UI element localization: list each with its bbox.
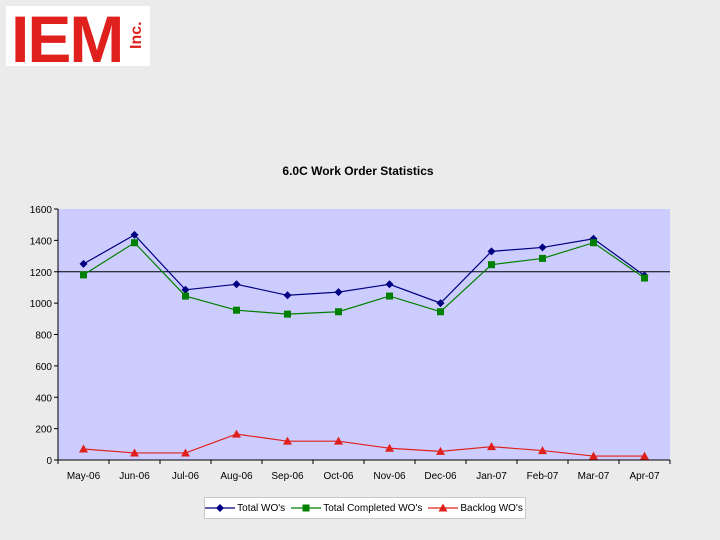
- y-tick-label: 1000: [30, 299, 53, 310]
- data-point-triangle: [79, 444, 88, 453]
- series-line-2: [83, 433, 645, 457]
- data-point-triangle: [232, 429, 241, 438]
- legend-swatch: [205, 504, 236, 512]
- legend-item: Backlog WO's: [428, 502, 523, 514]
- data-point-triangle: [538, 446, 547, 455]
- logo-main-text: IEM: [11, 2, 124, 76]
- x-tick-label: May-06: [67, 471, 101, 482]
- data-point-diamond: [130, 230, 139, 239]
- data-point-square: [386, 292, 393, 300]
- data-point-square: [131, 239, 138, 247]
- data-point-triangle: [181, 448, 190, 457]
- data-point-diamond: [283, 291, 292, 300]
- y-tick-label: 400: [35, 393, 52, 404]
- x-tick-label: Nov-06: [373, 471, 406, 482]
- data-point-diamond: [232, 280, 241, 289]
- data-point-triangle: [436, 446, 445, 455]
- data-point-square: [284, 310, 291, 318]
- data-point-square: [488, 261, 495, 269]
- legend-item: Total Completed WO's: [291, 503, 422, 514]
- x-tick-label: Oct-06: [323, 471, 353, 482]
- data-point-diamond: [436, 299, 445, 308]
- y-tick-label: 1200: [30, 268, 53, 279]
- legend-label: Total Completed WO's: [323, 502, 423, 514]
- data-point-triangle: [283, 436, 292, 445]
- y-tick-label: 600: [35, 362, 52, 373]
- x-tick-label: Apr-07: [629, 471, 659, 482]
- data-point-diamond: [79, 259, 88, 268]
- data-point-triangle: [589, 451, 598, 460]
- data-point-triangle: [334, 436, 343, 445]
- data-point-diamond: [385, 280, 394, 289]
- chart-legend: Total WO's Total Completed WO's Backlog WO…: [204, 497, 526, 519]
- legend-swatch: [428, 503, 459, 512]
- series-line-0: [83, 234, 645, 304]
- x-tick-label: Dec-06: [424, 471, 457, 482]
- data-point-triangle: [385, 443, 394, 452]
- x-tick-label: Sep-06: [271, 471, 304, 482]
- data-point-diamond: [487, 247, 496, 256]
- data-point-square: [335, 308, 342, 316]
- data-point-square: [233, 306, 240, 314]
- data-point-square: [539, 254, 546, 262]
- y-tick-label: 1400: [30, 236, 53, 247]
- x-tick-label: Jul-06: [172, 471, 200, 482]
- data-point-diamond: [334, 288, 343, 297]
- data-point-square: [437, 308, 444, 316]
- chart-title: 6.0C Work Order Statistics: [282, 164, 434, 178]
- plot-area: [58, 209, 670, 460]
- legend-swatch: [291, 504, 322, 512]
- data-point-square: [641, 274, 648, 282]
- data-point-triangle: [130, 448, 139, 457]
- x-tick-label: Feb-07: [527, 471, 559, 482]
- y-tick-label: 1600: [30, 205, 53, 216]
- company-logo: IEM Inc.: [6, 6, 150, 72]
- series-line-1: [83, 241, 645, 315]
- data-point-diamond: [538, 243, 547, 252]
- data-point-triangle: [640, 451, 649, 460]
- x-tick-label: Mar-07: [578, 471, 610, 482]
- legend-label: Total WO's: [237, 502, 286, 514]
- legend-item: Total WO's: [205, 503, 285, 514]
- data-point-square: [590, 239, 597, 247]
- y-tick-label: 200: [35, 425, 52, 436]
- y-tick-label: 800: [35, 331, 52, 342]
- legend-label: Backlog WO's: [460, 502, 523, 514]
- data-point-diamond: [181, 285, 190, 294]
- x-tick-label: Aug-06: [220, 471, 253, 482]
- x-tick-label: Jun-06: [119, 471, 150, 482]
- data-point-square: [182, 292, 189, 300]
- x-tick-label: Jan-07: [476, 471, 507, 482]
- data-point-square: [80, 271, 87, 279]
- y-tick-label: 0: [46, 456, 52, 467]
- data-point-triangle: [487, 442, 496, 451]
